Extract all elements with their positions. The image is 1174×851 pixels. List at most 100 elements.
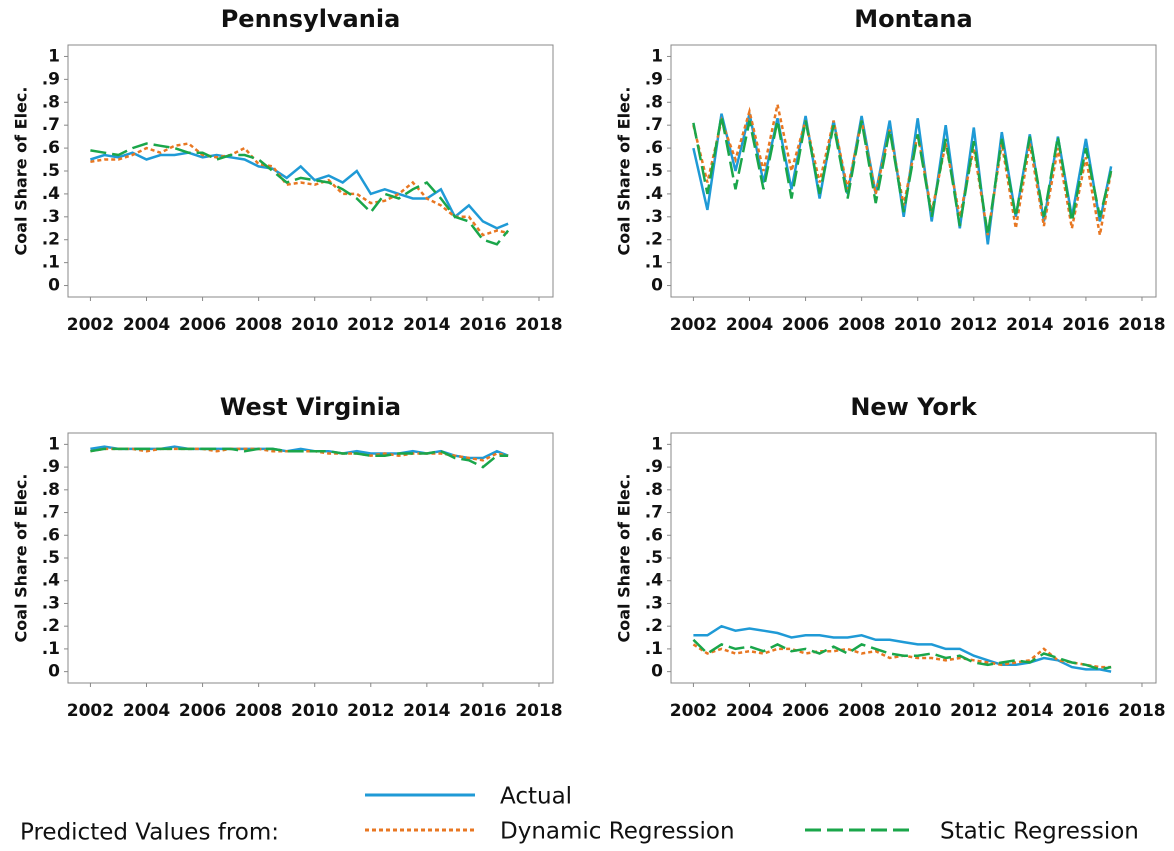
x-tick-label: 2016 [1062,701,1109,721]
y-tick-label: .1 [645,253,663,273]
y-tick-label: .2 [645,230,663,250]
x-tick-label: 2010 [894,701,941,721]
x-tick-label: 2012 [347,701,394,721]
series-line [692,104,1113,236]
x-tick-label: 2014 [403,701,450,721]
x-tick-label: 2014 [403,315,450,335]
x-tick-label: 2004 [726,701,773,721]
y-tick-label: .6 [42,525,60,545]
x-tick-label: 2010 [291,701,338,721]
x-tick-label: 2018 [515,315,562,335]
x-tick-label: 2004 [123,701,170,721]
y-tick-label: 0 [651,662,663,682]
y-tick-label: .8 [42,92,60,112]
x-tick-label: 2002 [67,701,114,721]
x-tick-label: 2002 [670,701,717,721]
series-line [90,142,510,246]
y-tick-label: .4 [645,184,663,204]
series-line [90,447,509,469]
x-tick-label: 2006 [179,315,226,335]
y-tick-label: .9 [645,69,663,89]
x-tick-label: 2002 [670,315,717,335]
y-tick-label: .5 [645,161,663,181]
x-tick-label: 2002 [67,315,114,335]
legend-title: Predicted Values from: [20,820,279,846]
y-tick-label: 0 [651,276,663,296]
y-tick-label: .7 [42,115,60,135]
y-tick-label: .4 [42,184,60,204]
series-line [90,151,509,230]
y-tick-label: .1 [645,639,663,659]
x-tick-label: 2012 [950,315,997,335]
plot-frame [670,432,1157,684]
x-tick-label: 2016 [459,701,506,721]
y-tick-label: .7 [645,115,663,135]
y-tick-label: .6 [645,138,663,158]
y-axis-label: Coal Share of Elec. [12,474,31,643]
y-tick-label: .3 [645,207,663,227]
y-tick-label: 1 [48,46,60,66]
y-tick-label: .9 [645,457,663,477]
x-tick-label: 2006 [782,701,829,721]
y-tick-label: 1 [48,434,60,454]
y-tick-label: 1 [651,434,663,454]
x-tick-label: 2014 [1006,701,1053,721]
x-tick-label: 2008 [838,315,885,335]
x-tick-label: 2018 [1118,701,1165,721]
legend-label: Dynamic Regression [500,819,735,845]
x-tick-label: 2016 [1062,315,1109,335]
y-tick-label: .7 [42,503,60,523]
series-line [692,115,1113,236]
y-tick-label: .5 [645,548,663,568]
plot-frame [67,44,554,298]
y-tick-label: 0 [48,276,60,296]
x-tick-label: 2008 [235,315,282,335]
y-tick-label: .6 [42,138,60,158]
chart-title: Pennsylvania [221,5,401,33]
x-tick-label: 2004 [726,315,773,335]
series-line [692,113,1113,245]
chart-title: West Virginia [220,393,401,421]
y-tick-label: .5 [42,548,60,568]
x-tick-label: 2006 [782,315,829,335]
x-tick-label: 2010 [291,315,338,335]
y-tick-label: .8 [645,480,663,500]
x-tick-label: 2014 [1006,315,1053,335]
y-tick-label: .2 [645,616,663,636]
chart-title: Montana [854,5,972,33]
legend-label: Static Regression [940,819,1139,845]
y-tick-label: .1 [42,639,60,659]
y-tick-label: .2 [42,616,60,636]
y-tick-label: .7 [645,503,663,523]
y-tick-label: 0 [48,662,60,682]
x-tick-label: 2016 [459,315,506,335]
legend-label: Actual [500,784,572,810]
x-tick-label: 2006 [179,701,226,721]
y-tick-label: .9 [42,457,60,477]
y-axis-label: Coal Share of Elec. [615,474,634,643]
series-line [90,142,509,237]
x-tick-label: 2010 [894,315,941,335]
y-tick-label: 1 [651,46,663,66]
x-tick-label: 2018 [1118,315,1165,335]
y-tick-label: .2 [42,230,60,250]
y-tick-label: .3 [42,207,60,227]
y-tick-label: .1 [42,253,60,273]
x-tick-label: 2004 [123,315,170,335]
y-tick-label: .9 [42,69,60,89]
x-tick-label: 2008 [235,701,282,721]
x-tick-label: 2012 [950,701,997,721]
y-tick-label: .8 [42,480,60,500]
y-tick-label: .4 [645,571,663,591]
x-tick-label: 2018 [515,701,562,721]
x-tick-label: 2012 [347,315,394,335]
y-tick-label: .5 [42,161,60,181]
plot-frame [67,432,554,684]
y-tick-label: .3 [645,593,663,613]
series-line [692,638,1112,671]
y-axis-label: Coal Share of Elec. [615,87,634,256]
y-tick-label: .8 [645,92,663,112]
y-tick-label: .4 [42,571,60,591]
x-tick-label: 2008 [838,701,885,721]
